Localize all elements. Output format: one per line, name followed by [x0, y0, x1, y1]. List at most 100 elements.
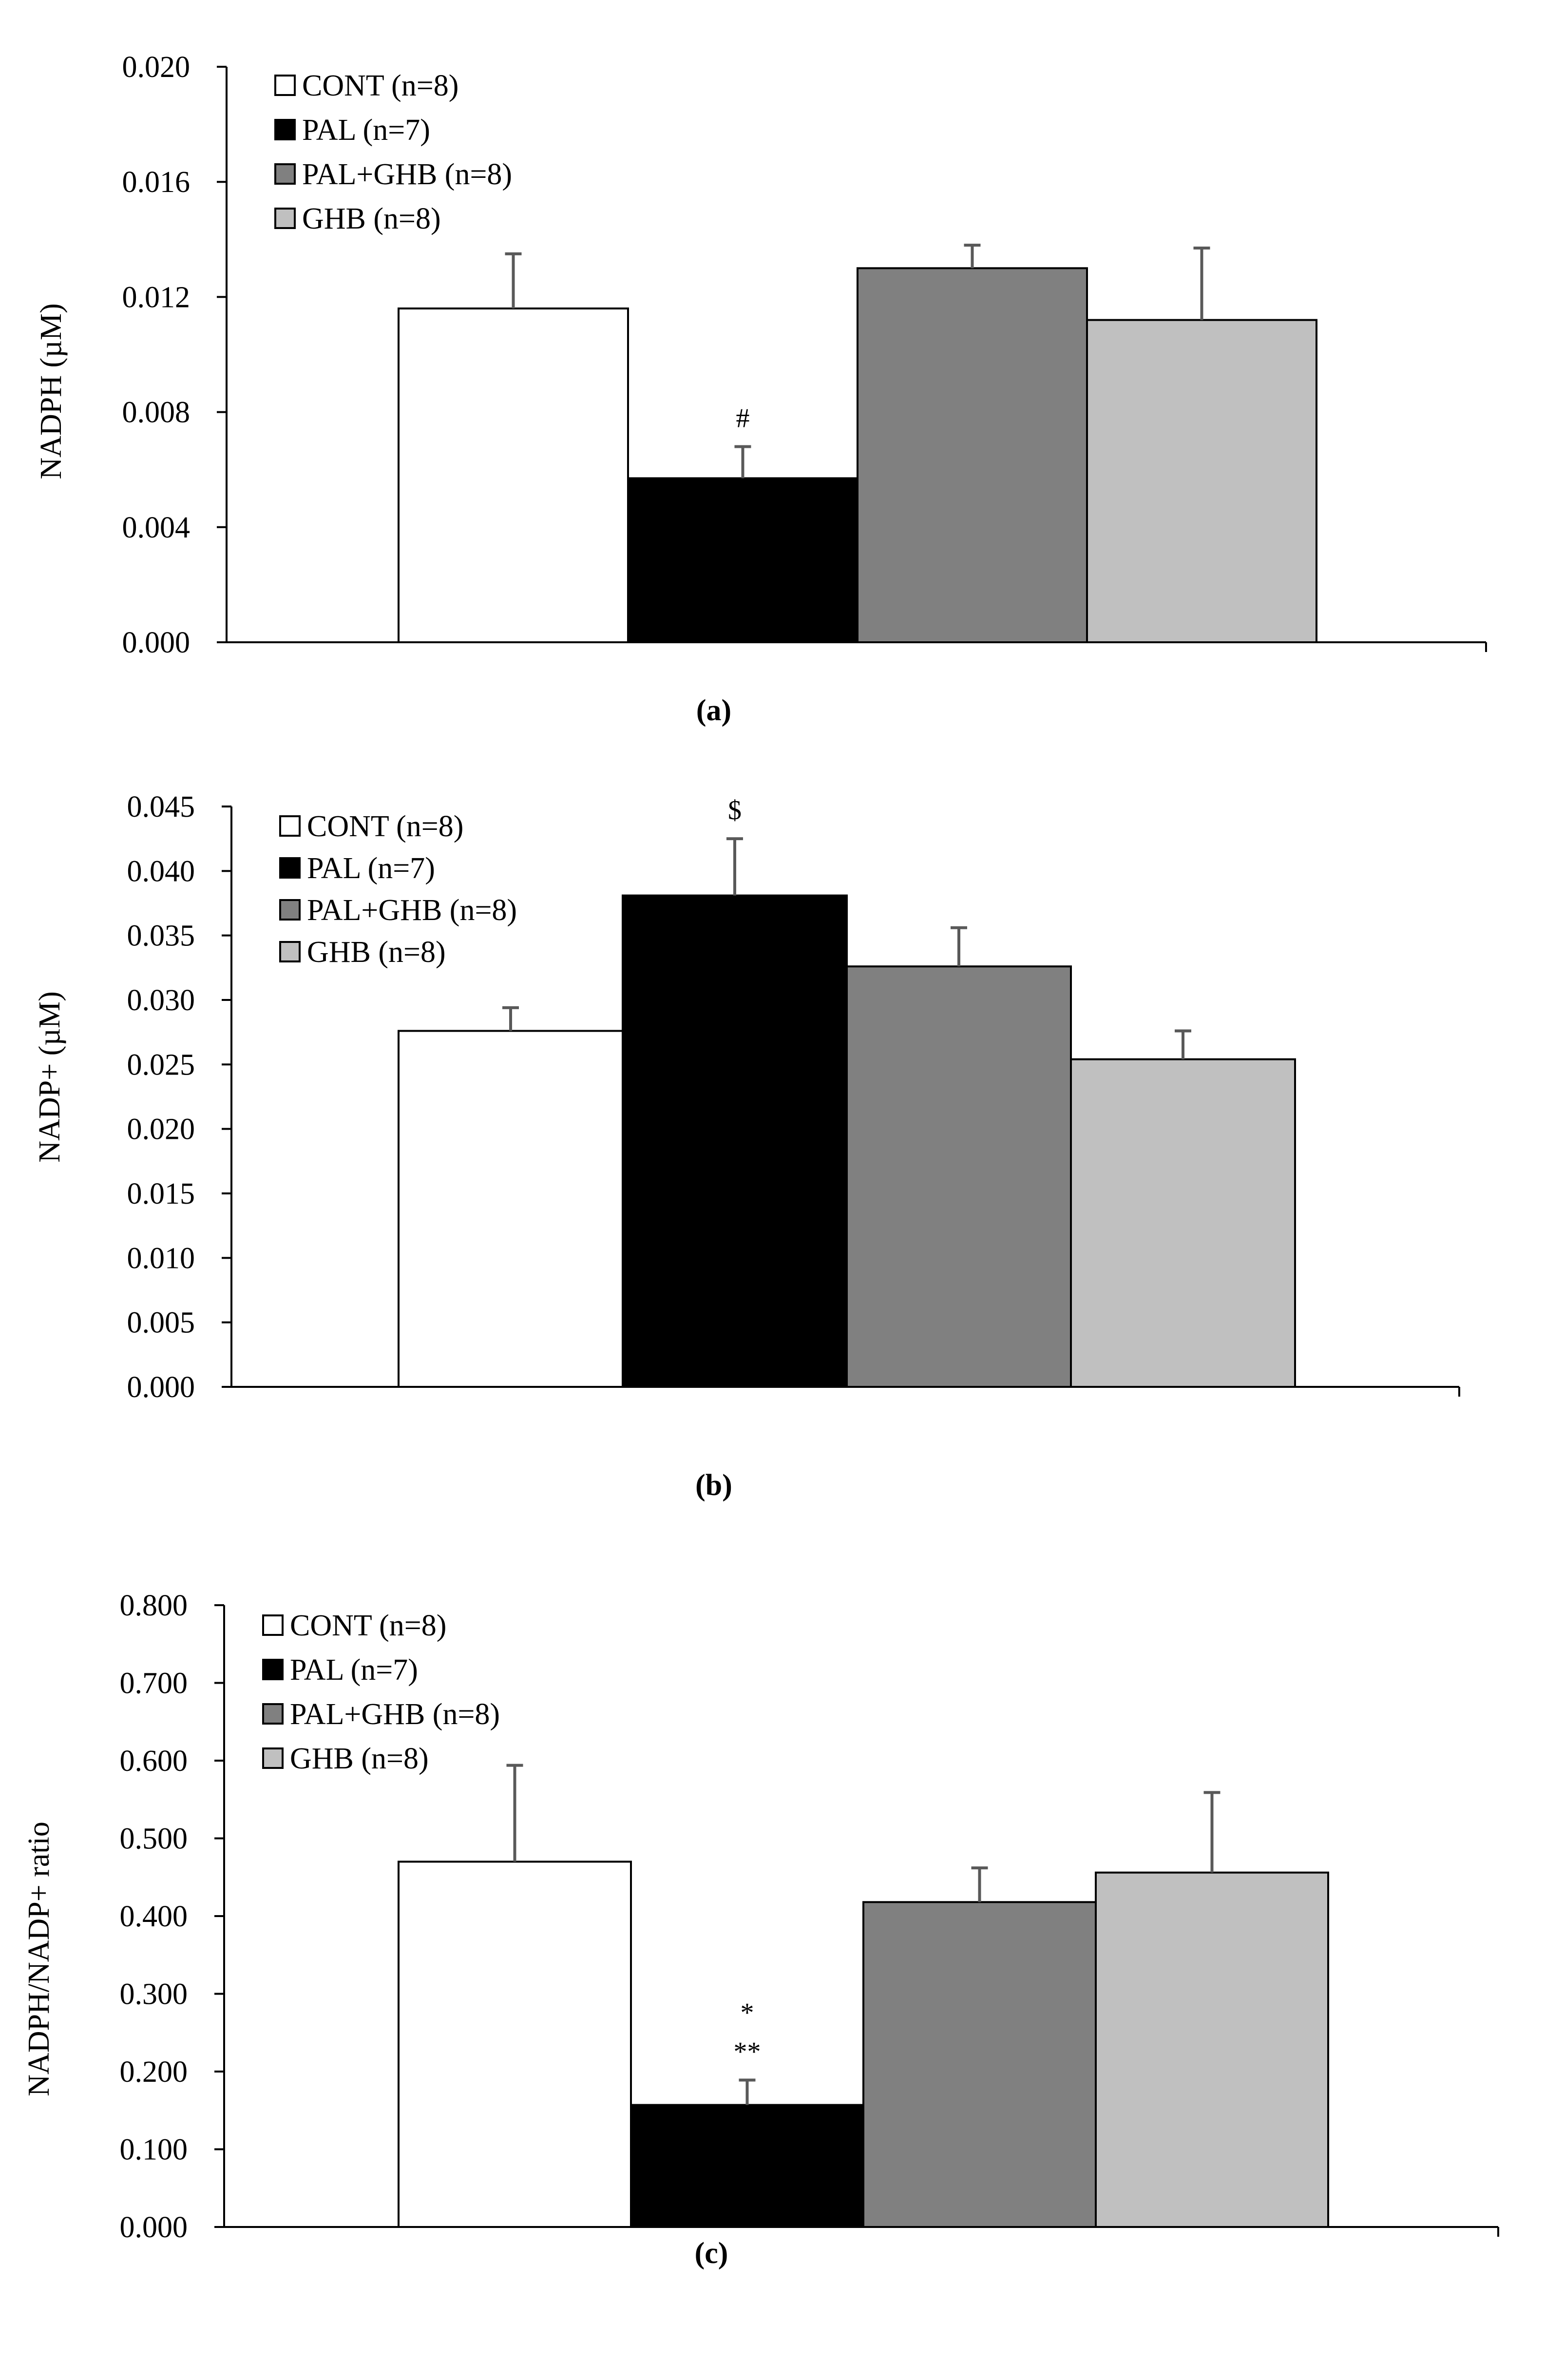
y-tick-label: 0.030 [127, 984, 195, 1017]
legend-swatch [279, 815, 301, 837]
y-tick-label: 0.000 [122, 626, 191, 659]
error-bar-pal-ghb [951, 926, 967, 967]
legend-label: PAL+GHB (n=8) [307, 894, 517, 927]
y-tick-label: 0.700 [120, 1667, 188, 1700]
bar-cont [398, 307, 629, 643]
plot-area: ***0.0000.1000.2000.3000.4000.5000.6000.… [120, 1589, 1499, 2244]
bar-cont [398, 1030, 624, 1388]
legend-swatch [279, 857, 301, 879]
y-axis-label: NADP+ (µM) [33, 991, 66, 1162]
legend-swatch [262, 1614, 284, 1636]
y-tick-label: 0.000 [127, 1371, 195, 1404]
error-bar-cont [502, 1006, 519, 1031]
legend-item-cont: CONT (n=8) [279, 810, 463, 843]
legend-label: GHB (n=8) [302, 202, 441, 235]
y-tick-label: 0.020 [127, 1113, 195, 1146]
bar-pal [630, 2104, 864, 2228]
y-tick-label: 0.300 [120, 1978, 188, 2011]
error-bar-pal-ghb [964, 244, 981, 269]
y-tick-label: 0.040 [127, 855, 195, 888]
plot-area: $0.000 0.005 0.010 0.015 0.020 0.025 0.030 0.03… [127, 790, 1460, 1404]
legend-swatch [274, 75, 296, 96]
significance-marker: ** [734, 2037, 761, 2067]
legend-swatch [262, 1659, 284, 1680]
legend-label: GHB (n=8) [290, 1742, 429, 1775]
y-tick-label: 0.005 [127, 1306, 195, 1340]
panel-label-a: (a) [696, 694, 731, 727]
y-tick-label: 0.100 [120, 2133, 188, 2167]
legend-swatch [279, 899, 301, 921]
error-bar-cont [505, 252, 522, 309]
y-tick-label: 0.008 [122, 396, 191, 429]
error-bar-pal [726, 837, 743, 896]
legend-item-pal: PAL (n=7) [274, 114, 430, 147]
y-axis-label: NADPH/NADP+ ratio [22, 1822, 56, 2096]
error-bar-pal [734, 445, 751, 479]
legend: CONT (n=8) PAL (n=7) PAL+GHB (n=8) GHB (n=8… [279, 810, 517, 969]
bar-ghb [1086, 319, 1317, 643]
error-bar-ghb [1203, 1791, 1221, 1873]
error-bar-pal-ghb [971, 1866, 988, 1902]
legend-label: PAL+GHB (n=8) [290, 1698, 500, 1731]
bar-pal-ghb [857, 267, 1088, 643]
y-tick-label: 0.400 [120, 1900, 188, 1933]
plot-area: #0.000 0.004 0.008 0.012 0.016 0.020 [122, 51, 1487, 659]
y-tick-label: 0.500 [120, 1823, 188, 1856]
chart-panel-a: NADPH (µM) CONT (n=8) PAL (n=7) PAL+GHB (n… [35, 51, 1487, 727]
legend-label: PAL (n=7) [302, 114, 430, 147]
legend-item-ghb: GHB (n=8) [274, 202, 441, 235]
bar-cont [398, 1861, 632, 2228]
error-bar-cont [506, 1764, 523, 1862]
legend-swatch [274, 208, 296, 229]
y-tick-label: 0.035 [127, 920, 195, 953]
y-axis-label: NADPH (µM) [35, 303, 68, 479]
legend-swatch [279, 941, 301, 962]
y-tick-label: 0.025 [127, 1048, 195, 1081]
legend-item-cont: CONT (n=8) [274, 69, 458, 102]
bar-pal [622, 894, 848, 1388]
y-tick-label: 0.200 [120, 2055, 188, 2089]
legend-label: CONT (n=8) [290, 1609, 446, 1642]
legend-label: CONT (n=8) [302, 69, 458, 102]
legend-swatch [262, 1703, 284, 1725]
legend: CONT (n=8) PAL (n=7) PAL+GHB (n=8) GHB (n=8… [274, 69, 512, 235]
legend-item-cont: CONT (n=8) [262, 1609, 446, 1642]
chart-panel-b: NADP+ (µM) CONT (n=8) PAL (n=7) PAL+GHB (n… [33, 790, 1460, 1502]
chart-panel-c: NADPH/NADP+ ratio CONT (n=8) PAL (n=7) PAL… [22, 1589, 1499, 2270]
bar-pal [627, 477, 858, 643]
significance-marker: $ [728, 795, 742, 825]
y-tick-label: 0.016 [122, 166, 191, 199]
y-tick-label: 0.015 [127, 1177, 195, 1210]
panel-label-c: (c) [695, 2237, 728, 2270]
legend-label: CONT (n=8) [307, 810, 463, 843]
bar-ghb [1070, 1058, 1296, 1388]
legend-item-ghb: GHB (n=8) [262, 1742, 429, 1775]
y-tick-label: 0.000 [120, 2211, 188, 2244]
significance-marker: # [736, 403, 750, 433]
legend-item-pal-ghb: PAL+GHB (n=8) [279, 894, 517, 927]
y-tick-label: 0.020 [122, 51, 191, 84]
y-tick-label: 0.800 [120, 1589, 188, 1622]
y-tick-label: 0.004 [122, 511, 191, 544]
legend-label: PAL (n=7) [307, 852, 435, 885]
error-bar-ghb [1193, 247, 1210, 320]
legend-swatch [274, 119, 296, 140]
y-tick-label: 0.010 [127, 1242, 195, 1275]
y-tick-label: 0.045 [127, 790, 195, 824]
bar-pal-ghb [862, 1901, 1097, 2228]
legend-item-pal-ghb: PAL+GHB (n=8) [274, 158, 512, 191]
legend-item-ghb: GHB (n=8) [279, 936, 446, 969]
legend-item-pal-ghb: PAL+GHB (n=8) [262, 1698, 500, 1731]
legend-label: PAL (n=7) [290, 1653, 418, 1687]
legend-label: PAL+GHB (n=8) [302, 158, 512, 191]
legend-item-pal: PAL (n=7) [262, 1653, 418, 1687]
legend-swatch [262, 1747, 284, 1769]
legend-swatch [274, 163, 296, 185]
panel-label-b: (b) [695, 1469, 732, 1502]
legend-item-pal: PAL (n=7) [279, 852, 435, 885]
significance-marker: * [741, 1998, 754, 2028]
error-bar-pal [739, 2078, 756, 2105]
y-tick-label: 0.600 [120, 1745, 188, 1778]
y-tick-label: 0.012 [122, 281, 191, 314]
legend: CONT (n=8) PAL (n=7) PAL+GHB (n=8) GHB (n=8… [262, 1609, 500, 1775]
